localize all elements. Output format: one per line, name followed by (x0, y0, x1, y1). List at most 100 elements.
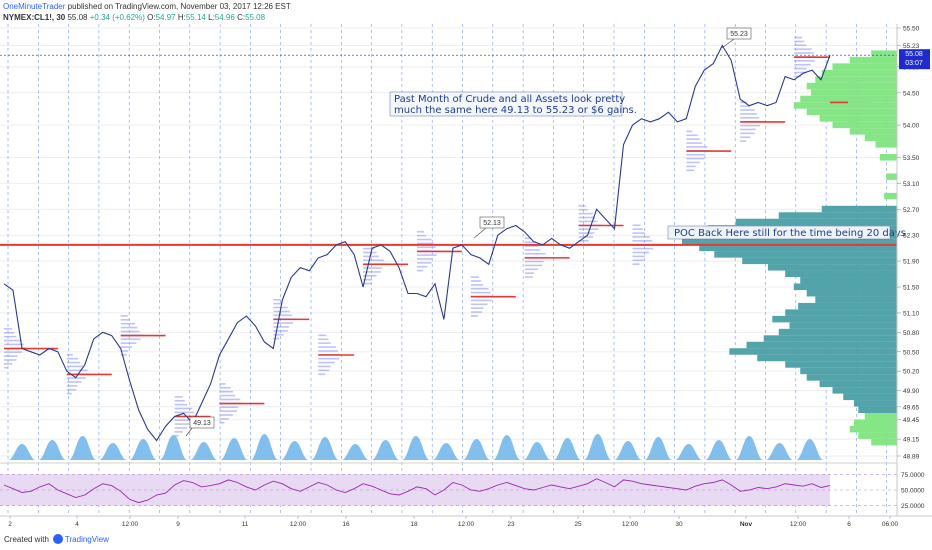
volume-profile-bar (832, 387, 897, 394)
session-profile-bar (219, 421, 225, 424)
volume-profile-bar (798, 302, 897, 310)
session-profile-bar (524, 276, 533, 278)
svg-text:55.08: 55.08 (905, 51, 923, 58)
session-profile-bar (174, 411, 195, 414)
volume-profile-bar (871, 438, 897, 446)
session-profile-bar (273, 322, 294, 324)
volume-profile-bar (821, 205, 897, 213)
time-axis-label: 06:00 (882, 521, 899, 528)
session-profile-bar (66, 388, 77, 391)
ohlc-close-label: C: (237, 13, 246, 22)
volume-bar (341, 444, 370, 460)
session-profile-bar (470, 280, 482, 282)
price-chart[interactable]: Past Month of Crude and all Assets look … (0, 0, 932, 532)
price-axis-label: 53.50 (903, 155, 920, 162)
session-profile-bar (578, 212, 594, 215)
price-axis-label: 55.23 (903, 43, 920, 50)
svg-text:55.23: 55.23 (730, 31, 748, 38)
session-profile-bar (740, 132, 755, 135)
session-profile-bar (273, 302, 283, 305)
session-profile-bar (120, 350, 128, 352)
volume-profile-bar (815, 76, 897, 83)
symbol-label[interactable]: NYMEX:CL1!, 30 (3, 13, 66, 22)
volume-profile-bar (858, 406, 897, 414)
price-axis-label: 49.45 (903, 417, 920, 424)
price-axis-label: 48.89 (903, 454, 920, 461)
volume-bar (492, 435, 521, 460)
price-axis-label: 49.15 (903, 437, 920, 444)
volume-bar (583, 434, 612, 460)
session-profile-bar (686, 146, 708, 148)
session-profile-bar (524, 241, 536, 243)
session-profile-bar (578, 228, 599, 230)
session-profile-bar (524, 249, 541, 251)
session-profile-bar (470, 287, 489, 290)
ohlc-low-label: L: (208, 13, 215, 22)
session-profile-bar (66, 361, 81, 364)
time-axis-label: 25 (574, 521, 582, 528)
session-profile-bar (174, 427, 187, 429)
volume-profile-bar (832, 121, 897, 129)
session-profile-bar (318, 346, 336, 348)
volume-profile-bar (785, 270, 897, 278)
session-profile-bar (578, 240, 589, 242)
price-line (3, 44, 831, 442)
volume-bar (553, 438, 582, 460)
price-axis-label: 53.10 (903, 181, 920, 188)
session-profile-bar (66, 369, 88, 372)
volume-bar (189, 442, 218, 460)
session-profile-bar (363, 259, 384, 262)
session-profile-bar (524, 264, 543, 267)
svg-text:52.13: 52.13 (483, 220, 501, 227)
author-link[interactable]: OneMinuteTrader (3, 2, 66, 11)
tradingview-brand-link[interactable]: TradingView (64, 535, 109, 544)
volume-bar (614, 441, 642, 460)
time-axis-label: 12:00 (790, 521, 807, 528)
price-axis-label: 50.50 (903, 349, 920, 356)
session-profile-bar (174, 419, 196, 421)
volume-bar (523, 442, 552, 460)
session-profile-bar (578, 220, 598, 223)
volume-profile-bar (785, 309, 897, 316)
session-profile-bar (66, 357, 79, 360)
session-profile-bar (174, 399, 185, 402)
session-profile-bar (794, 48, 812, 50)
price-axis-label: 51.10 (903, 310, 920, 317)
volume-profile-bar (763, 335, 897, 342)
time-axis-label: 12:00 (122, 521, 139, 528)
session-profile-bar (524, 237, 531, 240)
ohlc-high: 55.14 (185, 13, 206, 22)
session-profile-bar (524, 268, 539, 271)
session-profile-bar (120, 319, 130, 321)
session-profile-bar (4, 351, 22, 353)
session-profile-bar (318, 357, 340, 360)
session-profile-bar (4, 331, 15, 334)
created-with-label: Created with (4, 535, 49, 544)
session-profile-bar (794, 40, 805, 43)
session-profile-bar (686, 169, 695, 172)
session-profile-bar (273, 330, 288, 332)
svg-text:POC Back Here still for the ti: POC Back Here still for the time being 2… (674, 228, 906, 239)
rsi-axis-label: 50.0000 (901, 488, 925, 495)
session-profile-bar (273, 333, 284, 336)
time-axis-label: 12:00 (290, 521, 307, 528)
session-profile-bar (740, 124, 761, 127)
session-profile-bar (4, 335, 17, 338)
time-axis-label: 16 (342, 521, 350, 528)
price-axis-label: 50.80 (903, 330, 920, 337)
session-profile-bar (219, 406, 239, 409)
price-axis-label: 49.65 (903, 404, 920, 411)
svg-text:much the same here 49.13 to 55: much the same here 49.13 to 55.23 or $6 … (394, 105, 637, 116)
session-profile-bar (417, 262, 432, 264)
volume-profile-bar (682, 238, 897, 245)
time-axis-label: 4 (75, 521, 79, 528)
session-profile-bar (794, 75, 802, 78)
publication-header: OneMinuteTrader published on TradingView… (3, 2, 291, 11)
session-profile-bar (219, 410, 238, 412)
session-profile-bar (524, 260, 544, 263)
rsi-axis-label: 75.0000 (901, 472, 925, 479)
volume-profile-bar (849, 425, 897, 433)
callout-low: 49.13 (185, 416, 215, 437)
volume-bar (401, 436, 430, 460)
session-profile-bar (470, 303, 488, 306)
